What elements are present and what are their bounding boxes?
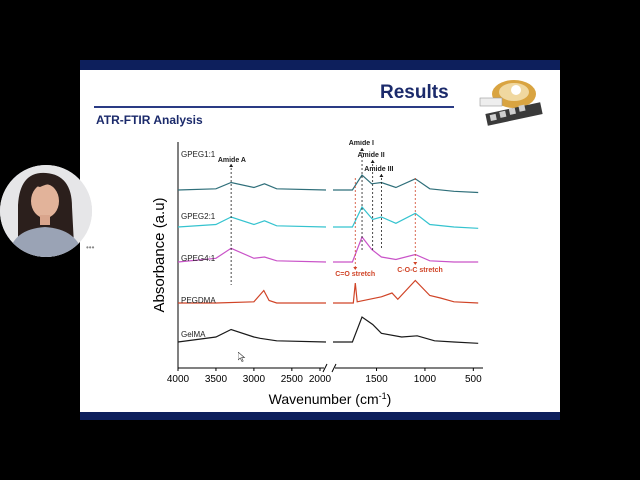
slide-top-bar — [80, 60, 560, 70]
series-line-pegdma-right — [333, 279, 479, 304]
x-tick-label: 1000 — [414, 374, 437, 385]
annotation-label: Amide III — [364, 166, 393, 173]
annotation-label: C=O stretch — [335, 271, 375, 278]
mouse-cursor-icon — [238, 352, 246, 362]
series-line-gpeg2-1-left — [177, 216, 327, 228]
chart-series-group: GPEG1:1 GPEG2:1 GPEG4:1 PEGDMA GelMA — [177, 150, 479, 344]
series-line-gpeg4-1-right — [333, 235, 479, 263]
annotation-arrow — [379, 174, 384, 177]
annotation-arrow — [229, 164, 234, 167]
axis-break-mark-1 — [322, 363, 328, 373]
x-tick-label: 1500 — [365, 374, 388, 385]
x-tick-label: 3000 — [243, 374, 266, 385]
x-tick-label: 4000 — [167, 374, 190, 385]
chart-annotations-group: Amide A Amide I Amide II Amide III C=O stret… — [218, 140, 443, 285]
series-line-pegdma-left — [178, 289, 326, 304]
slide: Results ATR-FTIR Analysis — [80, 60, 560, 420]
axis-break-mark-2 — [331, 363, 337, 373]
decorative-clipart-icon — [479, 80, 543, 126]
chart-axes-group: 4000 3500 3000 2500 2000 1500 1000 500 Wavenumbe… — [151, 197, 482, 407]
x-axis-title: Wavenumber (cm-1) — [269, 391, 392, 407]
annotation-arrow — [413, 262, 418, 265]
series-line-gpeg2-1-right — [333, 205, 479, 229]
x-tick-label: 3500 — [205, 374, 228, 385]
ftir-chart: GPEG1:1 GPEG2:1 GPEG4:1 PEGDMA GelMA Amide A… — [151, 140, 483, 407]
webcam-options-icon[interactable]: ••• — [86, 243, 95, 252]
series-line-gelma-right — [333, 316, 479, 344]
y-axis-title: Absorbance (a.u) — [151, 197, 168, 312]
series-label: GelMA — [181, 330, 206, 339]
series-line-gelma-left — [177, 328, 327, 343]
x-tick-label: 500 — [465, 374, 482, 385]
presenter-webcam — [0, 165, 92, 257]
presenter-avatar — [0, 165, 92, 257]
series-label: GPEG2:1 — [181, 212, 216, 221]
annotation-label: Amide II — [357, 152, 384, 159]
series-label: PEGDMA — [181, 296, 216, 305]
annotation-arrow — [370, 160, 375, 163]
annotation-label: C-O-C stretch — [397, 267, 443, 274]
annotation-arrow — [360, 148, 365, 151]
series-line-gpeg4-1-left — [177, 247, 327, 263]
series-label: GPEG4:1 — [181, 254, 216, 263]
series-label: GPEG1:1 — [181, 150, 216, 159]
title-underline — [94, 106, 454, 108]
series-line-gpeg1-1-right — [333, 174, 479, 194]
annotation-label: Amide A — [218, 157, 246, 164]
slide-subtitle: ATR-FTIR Analysis — [96, 113, 203, 127]
slide-bottom-bar — [80, 412, 560, 420]
chart-plot-frame — [177, 142, 483, 373]
annotation-label: Amide I — [349, 140, 374, 147]
slide-title: Results — [380, 82, 449, 103]
x-tick-label: 2500 — [281, 374, 304, 385]
annotation-arrow — [353, 267, 358, 270]
x-tick-label: 2000 — [309, 374, 332, 385]
series-line-gpeg1-1-left — [177, 181, 327, 191]
